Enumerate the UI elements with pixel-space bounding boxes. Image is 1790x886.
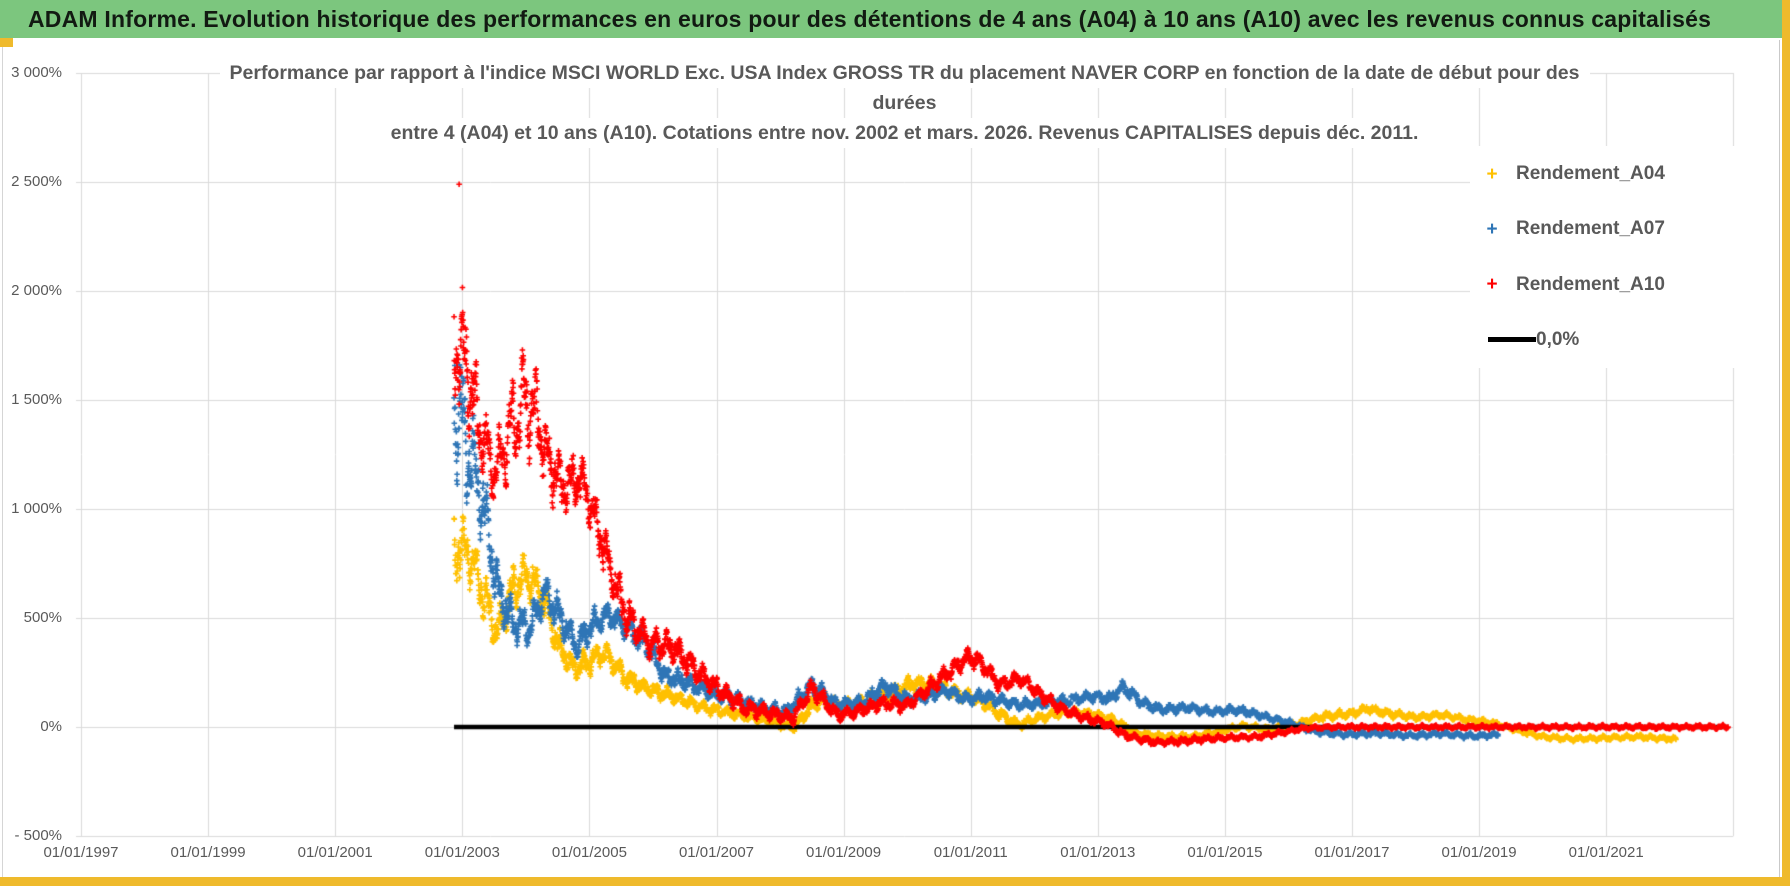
- plus-marker-icon: +: [1486, 218, 1498, 240]
- legend-item-rendement-a10: + Rendement_A10: [1470, 263, 1778, 307]
- header-banner: ADAM Informe. Evolution historique des p…: [0, 0, 1783, 38]
- gold-frame-right: [1782, 0, 1790, 886]
- x-axis-tick-label: 01/01/2001: [297, 844, 373, 861]
- legend-item-zero-line: 0,0%: [1470, 318, 1778, 362]
- x-axis-tick-label: 01/01/2011: [933, 844, 1008, 861]
- y-axis-tick-label: 3 000%: [11, 64, 62, 81]
- legend-item-rendement-a04: + Rendement_A04: [1470, 152, 1778, 196]
- x-axis-tick-label: 01/01/2009: [806, 844, 882, 861]
- legend-label: Rendement_A04: [1516, 163, 1665, 184]
- x-axis-tick-label: 01/01/2021: [1568, 844, 1644, 861]
- chart-title: Performance par rapport à l'indice MSCI …: [76, 58, 1733, 148]
- x-axis-tick-label: 01/01/2003: [424, 844, 500, 861]
- y-axis-tick-label: 500%: [23, 609, 62, 626]
- gold-frame-bottom: [0, 877, 1790, 886]
- x-axis-tick-label: 01/01/2013: [1060, 844, 1136, 861]
- chart-area: Performance par rapport à l'indice MSCI …: [0, 38, 1790, 886]
- x-axis-tick-label: 01/01/1999: [170, 844, 246, 861]
- legend-label: Rendement_A07: [1516, 218, 1665, 240]
- chart-right-border: [1779, 40, 1780, 877]
- x-axis-tick-label: 01/01/2017: [1314, 844, 1390, 861]
- x-axis-tick-label: 01/01/1997: [43, 844, 119, 861]
- y-axis-tick-label: 1 000%: [11, 500, 62, 517]
- x-axis-tick-label: 01/01/2019: [1441, 844, 1517, 861]
- legend-item-rendement-a07: + Rendement_A07: [1470, 207, 1778, 251]
- y-axis-tick-label: - 500%: [14, 827, 62, 844]
- y-axis-tick-label: 2 500%: [11, 173, 62, 190]
- zero-line-icon: [1488, 337, 1536, 343]
- plus-marker-icon: +: [1486, 274, 1498, 296]
- x-axis-tick-label: 01/01/2007: [678, 844, 755, 861]
- x-axis-tick-label: 01/01/2015: [1187, 844, 1263, 861]
- chart-title-line-2: durées: [76, 88, 1733, 118]
- plus-marker-icon: +: [1486, 163, 1498, 185]
- legend-label: 0,0%: [1536, 328, 1580, 350]
- chart-title-line-3: entre 4 (A04) et 10 ans (A10). Cotations…: [76, 118, 1733, 148]
- legend-label: Rendement_A10: [1516, 273, 1665, 295]
- chart-left-border: [2, 40, 3, 877]
- y-axis-tick-label: 2 000%: [11, 282, 62, 299]
- header-title: ADAM Informe. Evolution historique des p…: [28, 5, 1712, 32]
- chart-title-line-1: Performance par rapport à l'indice MSCI …: [76, 58, 1733, 88]
- gold-frame-notch: [0, 38, 13, 47]
- y-axis-tick-label: 0%: [40, 718, 62, 735]
- chart-legend: + Rendement_A04 + Rendement_A07 + Rendem…: [1470, 146, 1778, 368]
- y-axis-tick-label: 1 500%: [11, 391, 62, 408]
- x-axis-tick-label: 01/01/2005: [551, 844, 627, 861]
